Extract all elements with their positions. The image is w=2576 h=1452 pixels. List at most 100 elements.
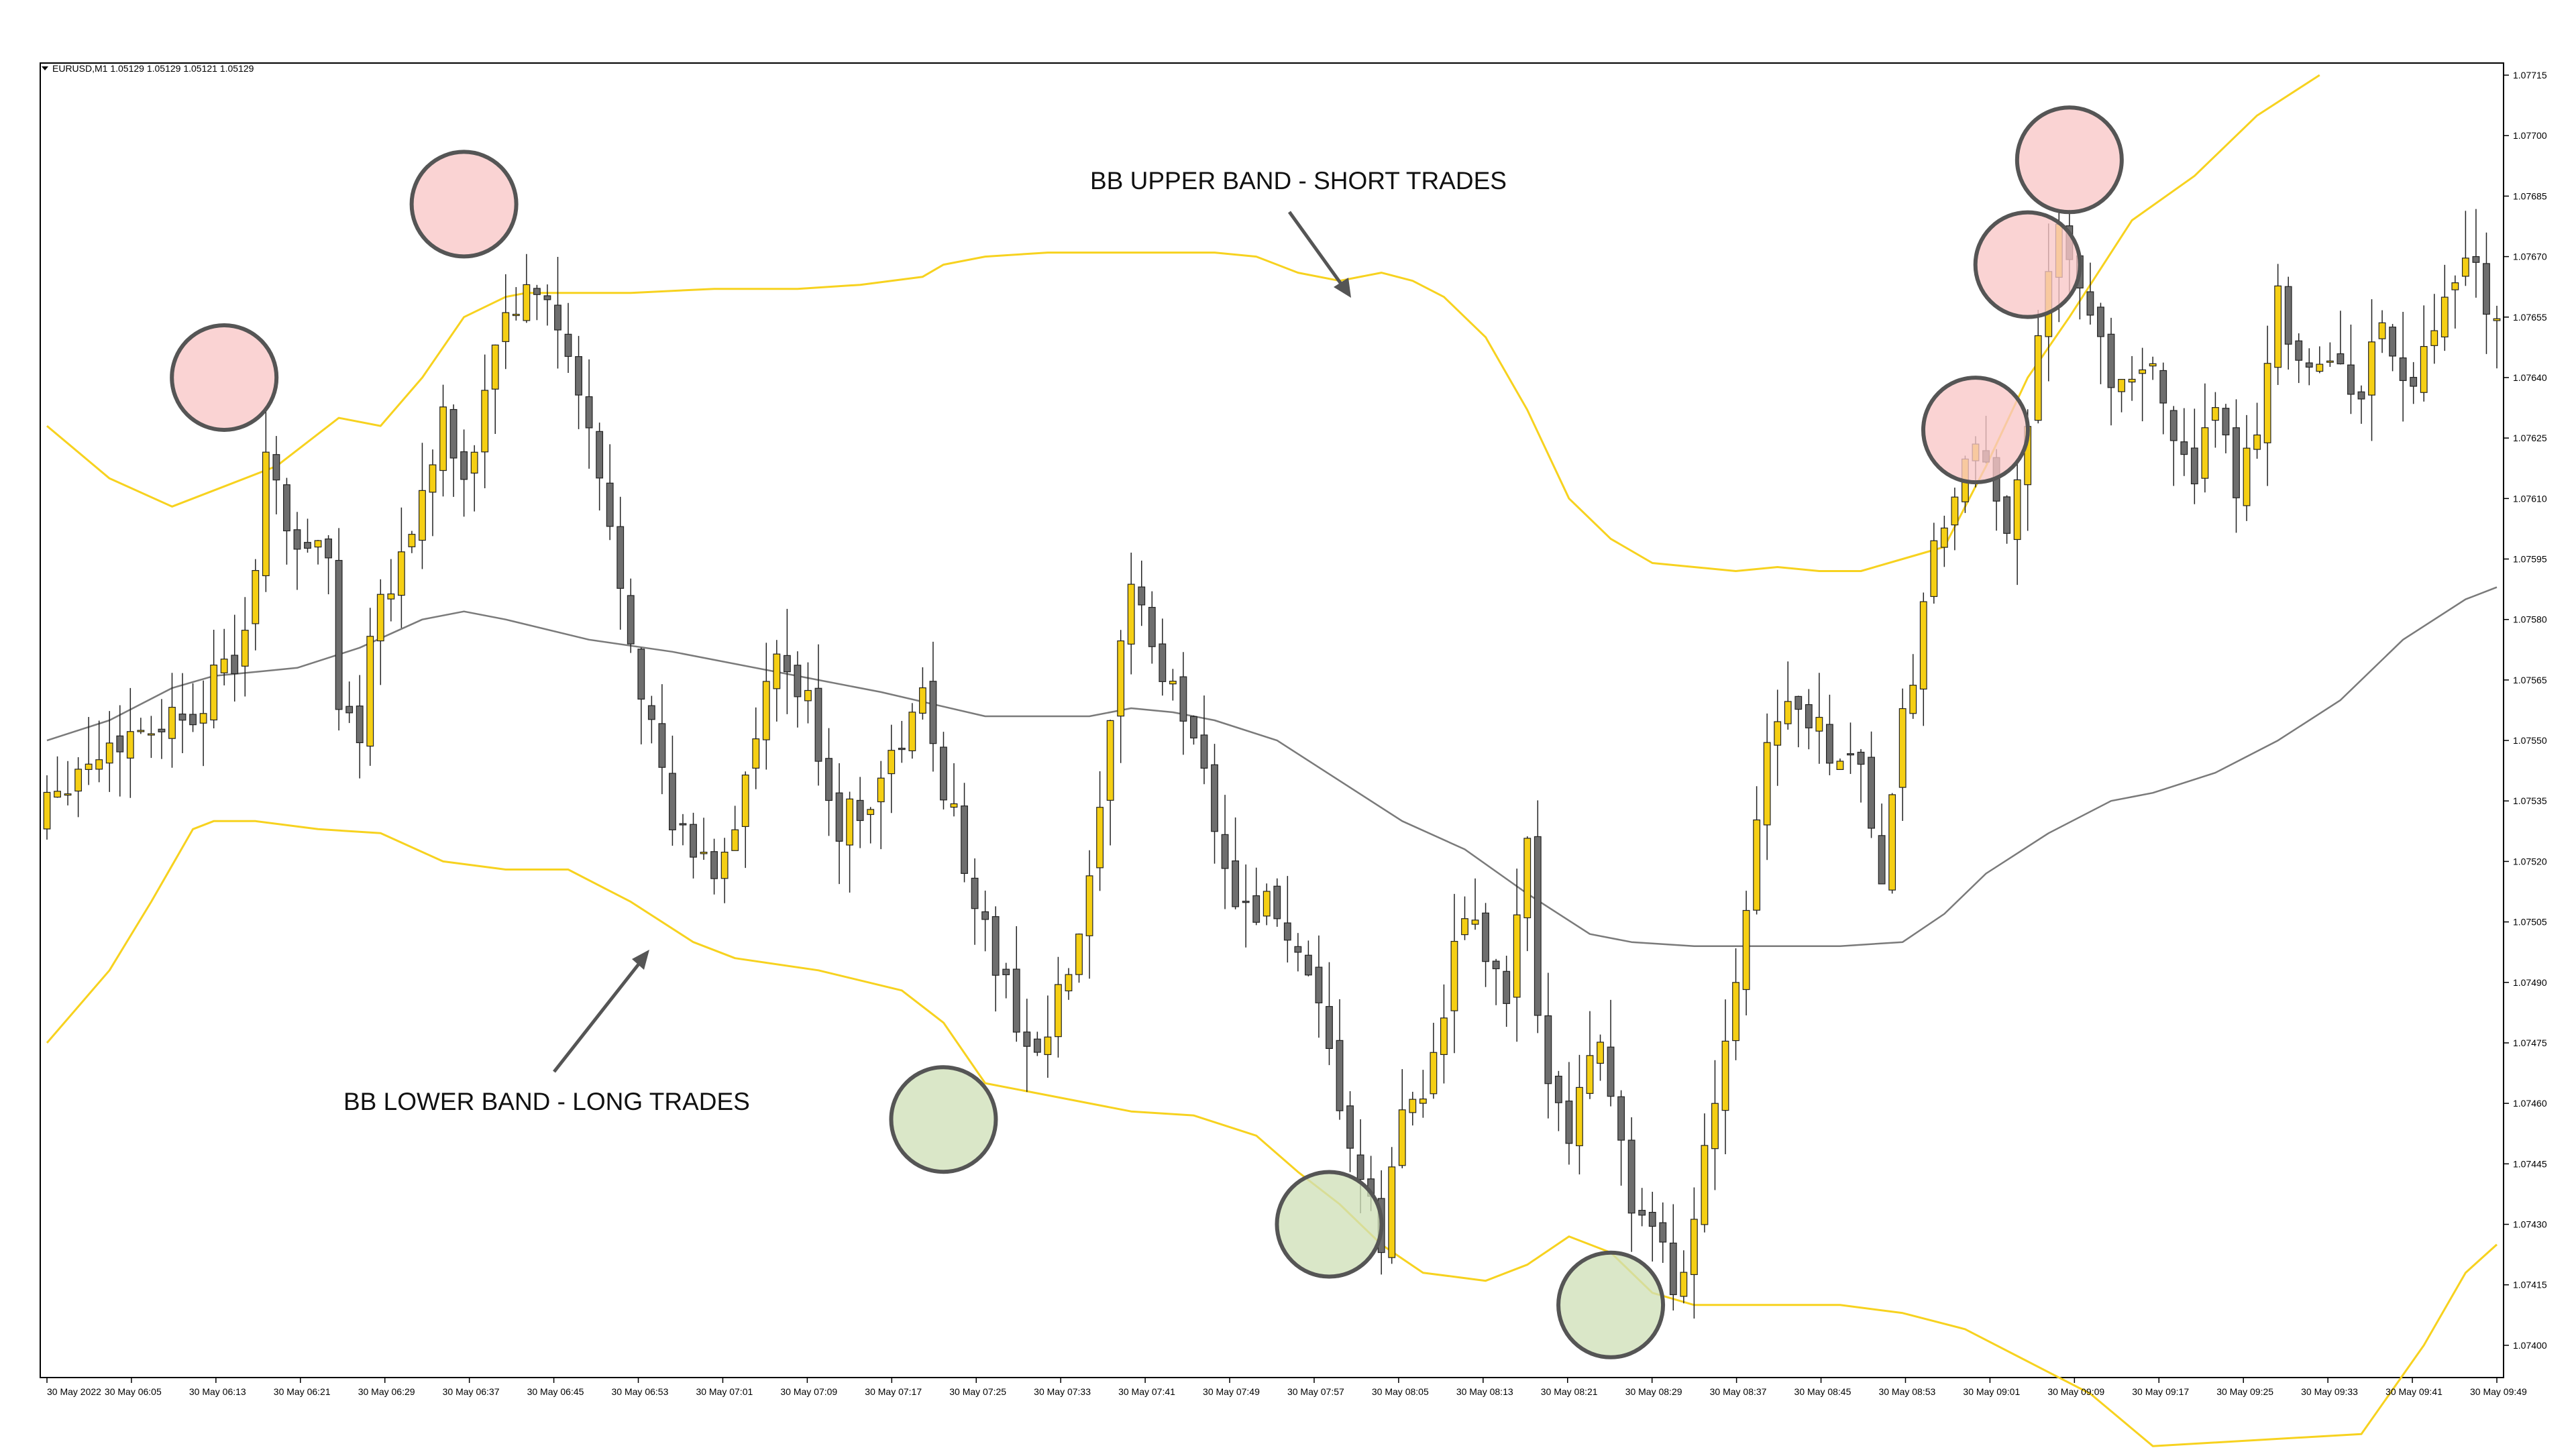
candle [429, 449, 437, 537]
candle-body [1888, 794, 1896, 891]
candle-body [325, 538, 333, 559]
candle [54, 756, 61, 798]
candle-body [314, 540, 322, 548]
candle [2316, 346, 2324, 374]
candle-body [1398, 1109, 1406, 1166]
candle-body [846, 798, 854, 846]
candle [85, 717, 93, 785]
candle-body [564, 333, 572, 357]
candle [1794, 695, 1803, 748]
candle [137, 718, 145, 734]
candle-body [1304, 954, 1312, 976]
candle-body [1847, 753, 1854, 756]
candle-body [1326, 1006, 1333, 1049]
candle-body [929, 681, 937, 744]
candle-body [1617, 1096, 1625, 1141]
candle [2326, 342, 2334, 368]
candle-body [1263, 891, 1271, 917]
bollinger-bands [46, 74, 2498, 1447]
y-tick-label: 1.07655 [2513, 312, 2547, 323]
annotation-lower-label: BB LOWER BAND - LONG TRADES [343, 1088, 750, 1115]
candle-body [2118, 379, 2125, 392]
candle [2233, 399, 2240, 533]
candle-body [158, 728, 166, 732]
candle [220, 628, 228, 685]
candle-body [419, 490, 426, 541]
candle-body [1033, 1038, 1041, 1053]
candle [1482, 903, 1489, 987]
x-tick-label: 30 May 09:49 [2470, 1386, 2527, 1397]
candle [867, 807, 875, 844]
candle [1576, 1054, 1583, 1175]
candle-body [356, 706, 364, 744]
candle-body [397, 551, 405, 596]
candle [2378, 310, 2386, 353]
x-tick-label: 30 May 07:01 [696, 1386, 753, 1397]
candle [794, 651, 802, 728]
candle-body [856, 799, 864, 822]
candle-body [1294, 946, 1302, 953]
candle-body [1534, 836, 1542, 1016]
candle-body [1763, 742, 1771, 826]
candle [1607, 999, 1615, 1107]
candle-body [376, 594, 384, 642]
candle-body [1627, 1139, 1635, 1214]
candle-body [731, 829, 739, 851]
candle-body [888, 750, 896, 775]
candle [502, 274, 510, 370]
candle [2180, 408, 2188, 476]
arrowhead-icon [1334, 278, 1351, 298]
candle [1471, 878, 1479, 930]
candle-body [669, 773, 676, 831]
candle [2128, 355, 2136, 401]
candle-body [1055, 984, 1062, 1038]
candle [1940, 515, 1948, 567]
candle-body [54, 791, 61, 798]
candle-body [2305, 362, 2313, 368]
candle [397, 507, 405, 628]
candle-body [1242, 901, 1250, 903]
candle [335, 528, 343, 731]
candle-body [1492, 960, 1500, 970]
candle-body [2159, 370, 2167, 404]
candle [773, 640, 781, 722]
candle [1586, 1011, 1594, 1099]
candle [1815, 673, 1823, 764]
long-signal-marker [889, 1065, 998, 1174]
candle [1742, 891, 1750, 1015]
y-tick-label: 1.07670 [2513, 252, 2547, 262]
candle-body [1471, 919, 1479, 925]
x-tick-label: 30 May 07:09 [780, 1386, 837, 1397]
candle [1659, 1202, 1667, 1264]
x-tick-label: 30 May 06:29 [358, 1386, 415, 1397]
candle-body [460, 451, 468, 480]
candle-body [2211, 407, 2219, 421]
candle [2295, 333, 2303, 384]
candle-body [637, 649, 645, 700]
candle-body [804, 689, 812, 702]
candle-body [512, 313, 520, 317]
candle-body [1388, 1166, 1396, 1258]
candle [376, 579, 384, 685]
candle-body [658, 723, 666, 768]
candle-body [908, 712, 916, 752]
candle-body [262, 451, 270, 577]
candle [481, 354, 489, 488]
candle [1513, 869, 1521, 1042]
candle-body [1356, 1154, 1364, 1180]
triangle-down-icon[interactable] [42, 66, 48, 70]
candle-body [647, 705, 655, 720]
candle-body [2003, 496, 2011, 534]
candle-body [835, 792, 843, 842]
candle [1273, 878, 1281, 927]
candle [783, 608, 791, 714]
candle-body [1179, 676, 1187, 722]
candle-body [1336, 1040, 1344, 1111]
candle [814, 644, 822, 786]
candle [2430, 294, 2438, 364]
candle-body [304, 542, 311, 549]
x-tick-label: 30 May 07:57 [1287, 1386, 1344, 1397]
x-tick-label: 30 May 08:13 [1456, 1386, 1513, 1397]
candle-body [1951, 496, 1959, 526]
